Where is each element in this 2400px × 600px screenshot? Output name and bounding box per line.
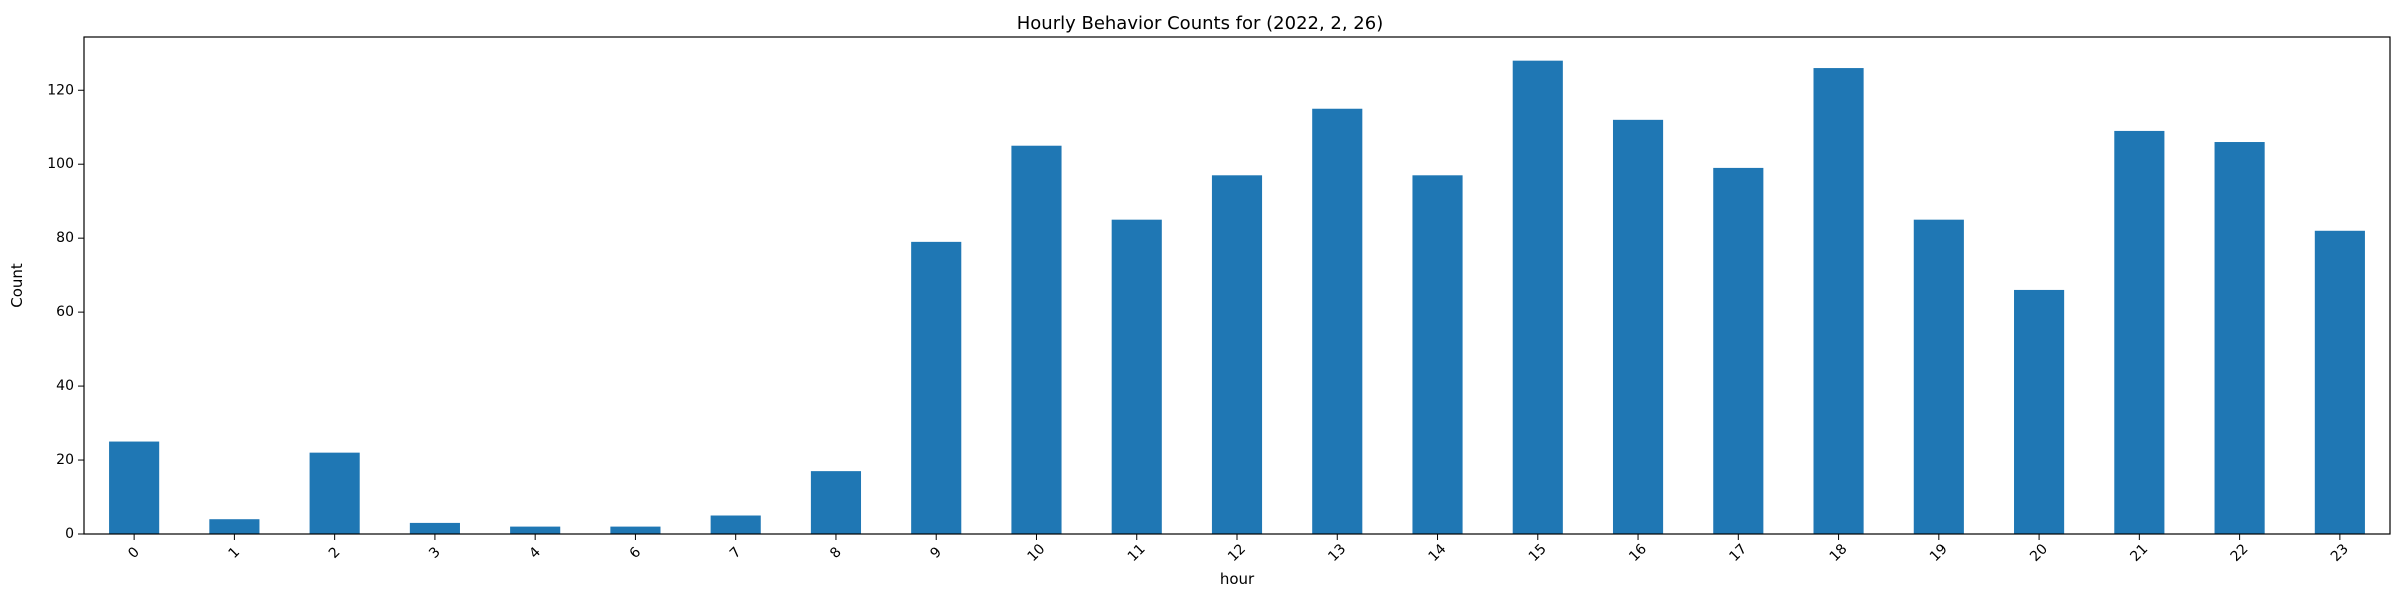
x-axis: 0 1 2 3 4 6 7 8 9 10 11 12 13 14 15 16 17 18 19 20 21 22 23	[125, 534, 2352, 565]
x-tick-label: 14	[1426, 541, 1450, 565]
y-tick-label: 80	[56, 230, 74, 246]
bar	[1813, 68, 1864, 534]
bar	[1412, 175, 1463, 535]
bar	[309, 452, 360, 534]
bar	[2314, 230, 2365, 535]
bar	[1011, 145, 1062, 534]
x-tick-label: 12	[1225, 541, 1249, 565]
y-axis: 0 20 40 60 80 100 120	[47, 82, 84, 542]
bar	[1913, 219, 1964, 535]
bar	[710, 515, 761, 534]
x-tick-label: 18	[1827, 541, 1851, 565]
y-tick-label: 40	[56, 378, 74, 394]
bar	[510, 526, 561, 534]
bar	[1111, 219, 1162, 535]
x-axis-title: hour	[1220, 570, 1255, 588]
y-tick-label: 60	[56, 304, 74, 320]
chart-title: Hourly Behavior Counts for (2022, 2, 26)	[1017, 13, 1384, 34]
x-tick-label: 23	[2328, 541, 2352, 565]
bar	[1713, 167, 1764, 534]
x-tick-label: 17	[1726, 541, 1750, 565]
bar	[1211, 175, 1263, 535]
x-tick-label: 22	[2228, 541, 2252, 565]
bar	[810, 471, 862, 534]
y-axis-title: Count	[8, 263, 26, 308]
bar	[209, 519, 260, 534]
x-tick-label: 2	[326, 544, 344, 562]
x-tick-label: 19	[1927, 541, 1951, 565]
y-tick-label: 100	[47, 156, 74, 172]
bar	[2214, 142, 2265, 535]
plot-area	[109, 60, 2365, 535]
x-tick-label: 9	[927, 544, 945, 562]
x-tick-label: 3	[426, 544, 444, 562]
x-tick-label: 20	[2027, 541, 2051, 565]
x-tick-label: 11	[1125, 541, 1149, 565]
x-tick-label: 8	[827, 544, 845, 562]
x-tick-label: 4	[526, 544, 544, 562]
x-tick-label: 21	[2127, 541, 2151, 565]
x-tick-label: 10	[1025, 541, 1049, 565]
x-tick-label: 13	[1325, 541, 1349, 565]
y-tick-label: 120	[47, 82, 74, 98]
bar	[409, 522, 460, 534]
y-tick-label: 0	[65, 526, 74, 542]
bar	[911, 241, 962, 535]
y-tick-label: 20	[56, 452, 74, 468]
bar	[2014, 289, 2065, 534]
x-tick-label: 16	[1626, 541, 1650, 565]
bar	[2114, 130, 2165, 535]
bar	[109, 441, 160, 534]
x-tick-label: 15	[1526, 541, 1550, 565]
bar	[1612, 119, 1664, 534]
x-tick-label: 1	[226, 544, 244, 562]
bar	[1512, 60, 1563, 535]
x-tick-label: 6	[627, 544, 645, 562]
bar	[1312, 108, 1363, 534]
x-tick-label: 7	[727, 544, 745, 562]
bar	[610, 526, 661, 534]
x-tick-label: 0	[125, 544, 143, 562]
